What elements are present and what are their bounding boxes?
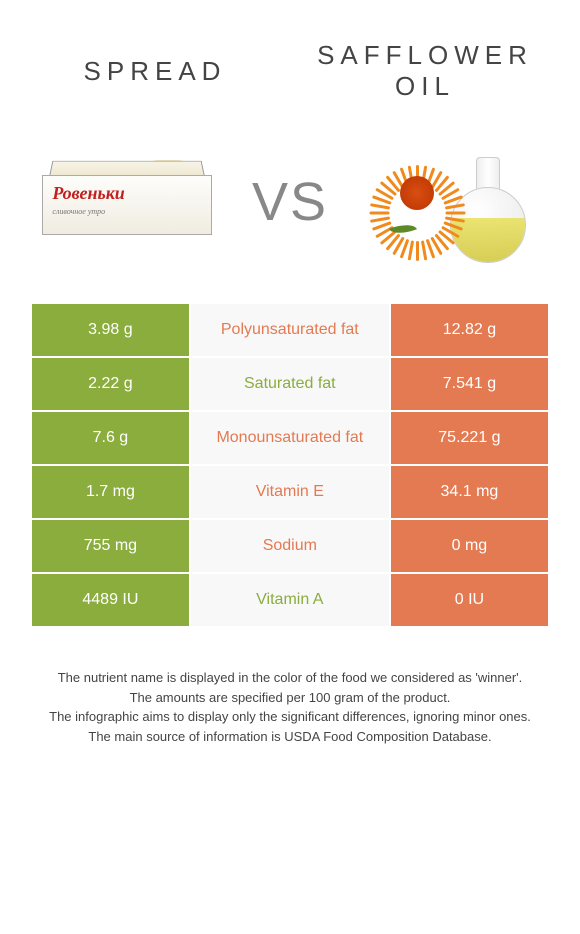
left-value: 3.98 g bbox=[32, 304, 189, 356]
left-value: 7.6 g bbox=[32, 412, 189, 464]
table-row: 755 mgSodium0 mg bbox=[32, 520, 548, 572]
spread-subtext: сливочное утро bbox=[52, 207, 105, 216]
safflower-icon bbox=[382, 158, 452, 228]
nutrient-table: 3.98 gPolyunsaturated fat12.82 g2.22 gSa… bbox=[30, 302, 550, 628]
right-value: 0 mg bbox=[391, 520, 548, 572]
footer-notes: The nutrient name is displayed in the co… bbox=[30, 668, 550, 746]
left-value: 2.22 g bbox=[32, 358, 189, 410]
nutrient-label: Sodium bbox=[191, 520, 389, 572]
vs-row: Ровеньки сливочное утро VS bbox=[0, 122, 580, 302]
note-line: The amounts are specified per 100 gram o… bbox=[30, 688, 550, 708]
left-title: Spread bbox=[34, 56, 277, 87]
left-value: 755 mg bbox=[32, 520, 189, 572]
nutrient-label: Vitamin E bbox=[191, 466, 389, 518]
right-title: Safflower oil bbox=[304, 40, 547, 102]
note-line: The main source of information is USDA F… bbox=[30, 727, 550, 747]
nutrient-label: Monounsaturated fat bbox=[191, 412, 389, 464]
note-line: The nutrient name is displayed in the co… bbox=[30, 668, 550, 688]
nutrient-label: Polyunsaturated fat bbox=[191, 304, 389, 356]
left-value: 1.7 mg bbox=[32, 466, 189, 518]
right-value: 12.82 g bbox=[391, 304, 548, 356]
right-value: 75.221 g bbox=[391, 412, 548, 464]
header: Spread Safflower oil bbox=[0, 0, 580, 122]
nutrient-label: Vitamin A bbox=[191, 574, 389, 626]
safflower-image bbox=[363, 132, 543, 272]
right-value: 0 IU bbox=[391, 574, 548, 626]
vs-label: VS bbox=[252, 171, 328, 233]
spread-brand: Ровеньки bbox=[52, 183, 125, 204]
table-row: 7.6 gMonounsaturated fat75.221 g bbox=[32, 412, 548, 464]
left-value: 4489 IU bbox=[32, 574, 189, 626]
right-value: 34.1 mg bbox=[391, 466, 548, 518]
spread-image: Ровеньки сливочное утро bbox=[37, 132, 217, 272]
table-row: 2.22 gSaturated fat7.541 g bbox=[32, 358, 548, 410]
nutrient-label: Saturated fat bbox=[191, 358, 389, 410]
table-row: 1.7 mgVitamin E34.1 mg bbox=[32, 466, 548, 518]
note-line: The infographic aims to display only the… bbox=[30, 707, 550, 727]
table-row: 4489 IUVitamin A0 IU bbox=[32, 574, 548, 626]
right-value: 7.541 g bbox=[391, 358, 548, 410]
table-row: 3.98 gPolyunsaturated fat12.82 g bbox=[32, 304, 548, 356]
